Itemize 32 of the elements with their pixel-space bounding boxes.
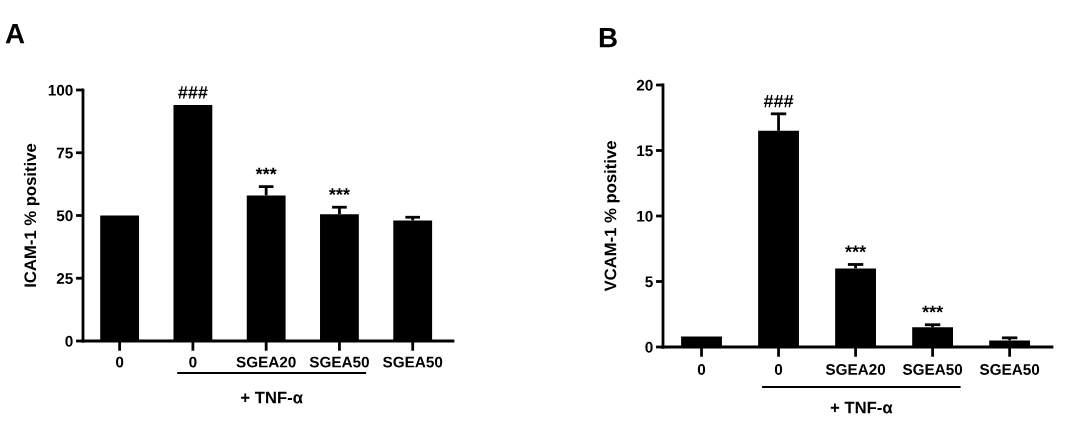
y-axis-title: VCAM-1 % positive [604,141,620,292]
y-tick-label: 5 [645,276,653,288]
y-tick-label: 100 [48,84,73,96]
y-tick-label: 20 [636,79,653,91]
chart-title: B [599,28,617,48]
x-tick-label: SGEA20 [825,364,886,375]
text: + TNF-α [241,391,303,404]
data-label: *** [255,167,277,175]
data-label: ### [178,86,208,99]
y-tick-label: 25 [56,273,73,284]
y-tick-label: 0 [65,335,73,347]
x-tick-label: 0 [115,356,124,368]
y-tick-label: 75 [56,147,73,159]
x-tick-label: 0 [774,364,783,375]
data-label: *** [922,305,944,313]
data-label: ### [763,95,794,108]
x-tick-label: SGEA50 [309,356,369,368]
x-tick-label: SGEA50 [979,364,1040,375]
x-tick-label: SGEA20 [236,356,296,368]
y-axis-title: ICAM-1 % positive [23,143,40,287]
y-tick-label: 50 [56,210,73,222]
x-tick-label: 0 [189,356,197,368]
data-label: *** [845,245,867,253]
x-tick-label: 0 [697,364,706,375]
x-tick-label: SGEA50 [902,364,963,375]
y-tick-label: 10 [637,210,653,222]
y-tick-label: 0 [645,341,653,353]
y-tick-label: 15 [637,145,653,157]
data-label: *** [328,188,350,195]
chart-title: A [5,24,25,44]
x-tick-label: SGEA50 [383,356,443,368]
text: + TNF-α [830,401,893,414]
